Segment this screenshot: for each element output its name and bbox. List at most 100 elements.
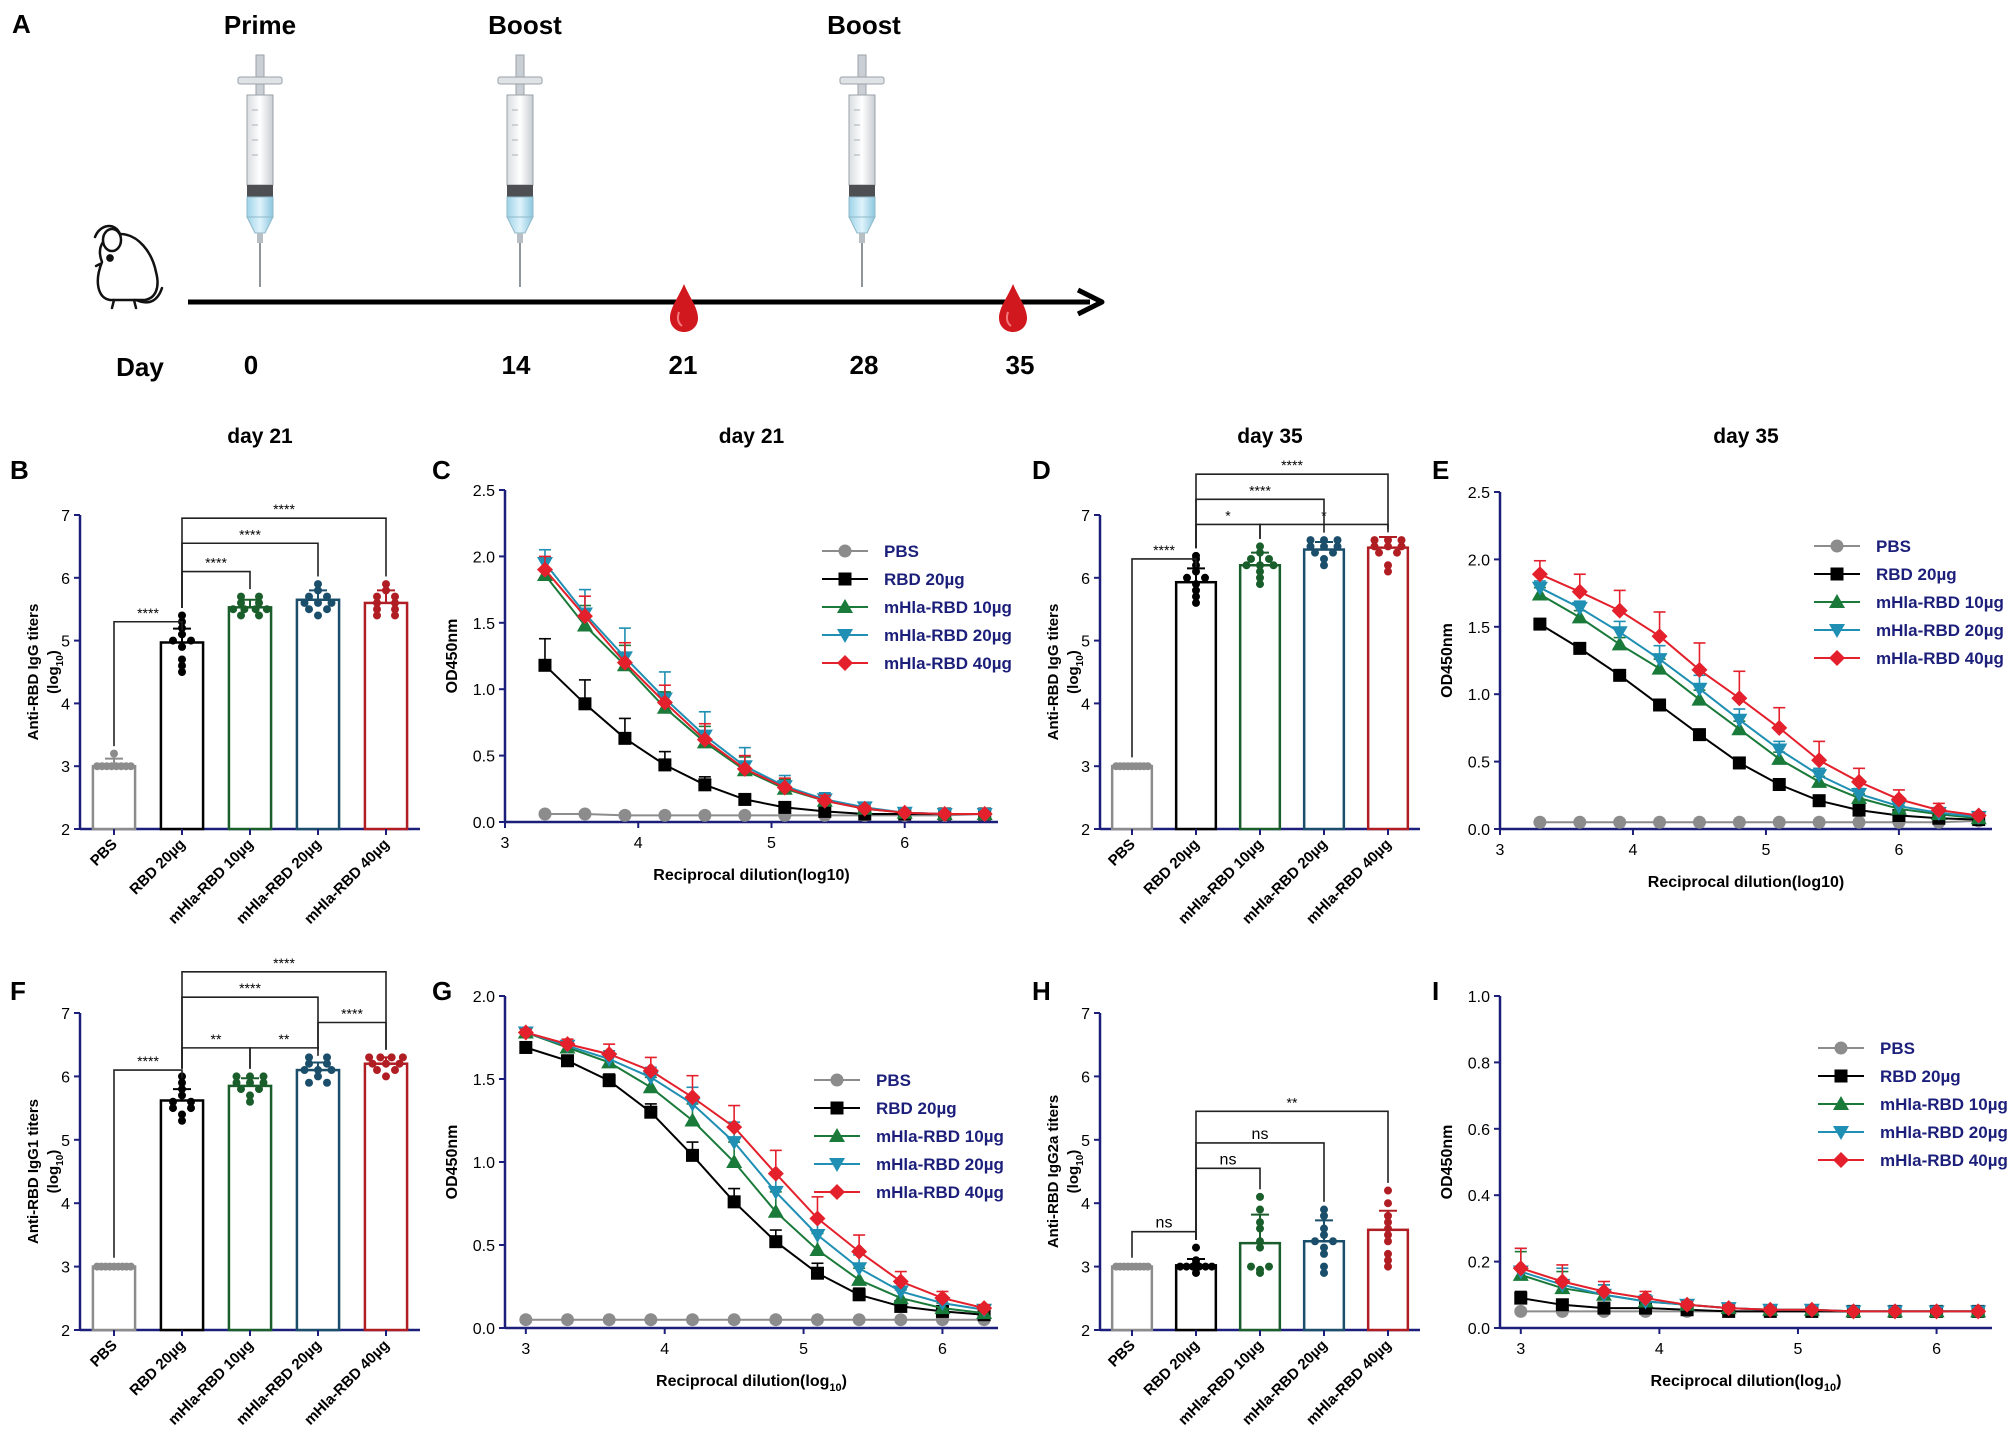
- series-line: [525, 1031, 985, 1310]
- x-tick-label: PBS: [1105, 1337, 1139, 1371]
- data-point-marker: [767, 1185, 784, 1200]
- data-point-marker: [829, 1158, 845, 1172]
- y-tick-label: 0.8: [1468, 1055, 1490, 1072]
- data-point: [1256, 573, 1264, 582]
- bar: [227, 1084, 273, 1332]
- legend-label: RBD 20µg: [884, 570, 965, 589]
- data-point: [305, 1053, 313, 1062]
- data-point-marker: [1731, 721, 1748, 736]
- data-point: [232, 1072, 241, 1081]
- data-point-marker: [767, 1165, 784, 1182]
- x-tick-label: RBD 20µg: [1140, 836, 1202, 898]
- data-point-marker: [1732, 756, 1746, 770]
- data-point: [1384, 1211, 1392, 1220]
- y-tick-label: 0.2: [1468, 1255, 1490, 1272]
- y-tick-label: 3: [1081, 1260, 1090, 1277]
- data-point: [305, 605, 313, 614]
- data-point: [255, 611, 263, 620]
- data-point: [259, 1078, 268, 1087]
- data-point-marker: [1651, 660, 1668, 675]
- data-point-marker: [684, 1089, 701, 1106]
- bar: [295, 598, 341, 831]
- legend-label: PBS: [884, 542, 919, 561]
- data-point-marker: [559, 1036, 576, 1053]
- data-point: [1183, 573, 1191, 582]
- series-line: [525, 1031, 985, 1315]
- data-point-marker: [1834, 1069, 1848, 1083]
- y-tick-label: 7: [1081, 508, 1090, 525]
- data-point: [169, 1097, 177, 1106]
- y-axis-label: Anti-RBD IgG2a titers (log10): [1045, 1095, 1086, 1248]
- legend-label: mHla-RBD 10µg: [1876, 593, 2004, 612]
- data-point: [1384, 1199, 1392, 1208]
- significance-bracket: [1195, 1167, 1261, 1240]
- y-tick-label: 3: [61, 759, 70, 776]
- data-point: [391, 598, 399, 607]
- data-point: [1192, 586, 1200, 595]
- data-point: [1256, 580, 1264, 589]
- data-point-marker: [602, 1074, 616, 1088]
- data-point: [1320, 536, 1328, 545]
- data-point: [1256, 1218, 1264, 1227]
- event-label-boost-1: Boost: [488, 10, 562, 40]
- chart-title: day 21: [227, 425, 293, 448]
- legend-label: mHla-RBD 40µg: [1876, 649, 2004, 668]
- data-point-marker: [1571, 609, 1588, 624]
- series-line: [1520, 1267, 1979, 1313]
- y-tick-label: 3: [1081, 759, 1090, 776]
- data-point-marker: [519, 1040, 533, 1054]
- data-point-marker: [1852, 815, 1866, 829]
- data-point: [259, 1072, 268, 1081]
- data-point-marker: [1928, 1303, 1945, 1320]
- data-point: [1320, 1230, 1328, 1239]
- data-point-marker: [1833, 1096, 1849, 1110]
- data-point: [323, 1059, 331, 1068]
- data-point: [1384, 1256, 1392, 1265]
- y-axis-label: Anti-RBD IgG titers (log10): [25, 604, 66, 741]
- data-point: [323, 605, 331, 614]
- data-point-marker: [1851, 773, 1868, 790]
- bar: [1238, 1241, 1282, 1332]
- data-point: [1192, 1256, 1200, 1265]
- significance-label: ****: [273, 501, 295, 517]
- data-point: [1143, 1262, 1152, 1271]
- data-point: [1192, 1243, 1200, 1252]
- data-point-marker: [1771, 719, 1788, 736]
- timeline-day: 0: [244, 350, 258, 380]
- x-axis-label: Reciprocal dilution(log10): [1651, 1373, 1842, 1394]
- data-point-marker: [738, 808, 752, 822]
- data-point-marker: [1597, 1301, 1611, 1315]
- data-point-marker: [1653, 698, 1667, 712]
- y-tick-label: 7: [61, 1006, 70, 1023]
- data-point: [1320, 1205, 1328, 1214]
- series-line: [1539, 593, 1979, 820]
- data-point: [327, 598, 336, 607]
- data-point: [1393, 548, 1401, 557]
- data-point-marker: [767, 1203, 784, 1218]
- data-point: [178, 655, 186, 664]
- y-axis-label: OD450nm: [1439, 1125, 1456, 1200]
- bar: [295, 1068, 341, 1332]
- y-tick-label: 5: [1081, 1133, 1090, 1150]
- legend-label: mHla-RBD 20µg: [884, 626, 1012, 645]
- data-point: [1306, 542, 1315, 551]
- data-point-marker: [727, 1195, 741, 1209]
- y-tick-label: 0.5: [473, 749, 495, 766]
- x-tick-label: RBD 20µg: [126, 1337, 188, 1399]
- data-point-marker: [778, 800, 792, 814]
- data-point: [368, 1059, 377, 1068]
- data-point-marker: [644, 1105, 658, 1119]
- data-point-marker: [519, 1313, 533, 1327]
- panel-letter-g: G: [432, 976, 452, 1006]
- syringe-icon: [497, 54, 543, 288]
- y-tick-label: 1.5: [1468, 620, 1490, 637]
- data-point-marker: [1812, 815, 1826, 829]
- data-point-marker: [1691, 691, 1708, 706]
- data-point-marker: [829, 1184, 845, 1200]
- data-point-marker: [838, 544, 852, 558]
- significance-label: ns: [1252, 1126, 1269, 1143]
- data-point-marker: [851, 1262, 868, 1277]
- data-point-marker: [851, 1243, 868, 1260]
- x-tick-label: 6: [938, 1341, 947, 1358]
- x-tick-label: PBS: [1105, 836, 1139, 870]
